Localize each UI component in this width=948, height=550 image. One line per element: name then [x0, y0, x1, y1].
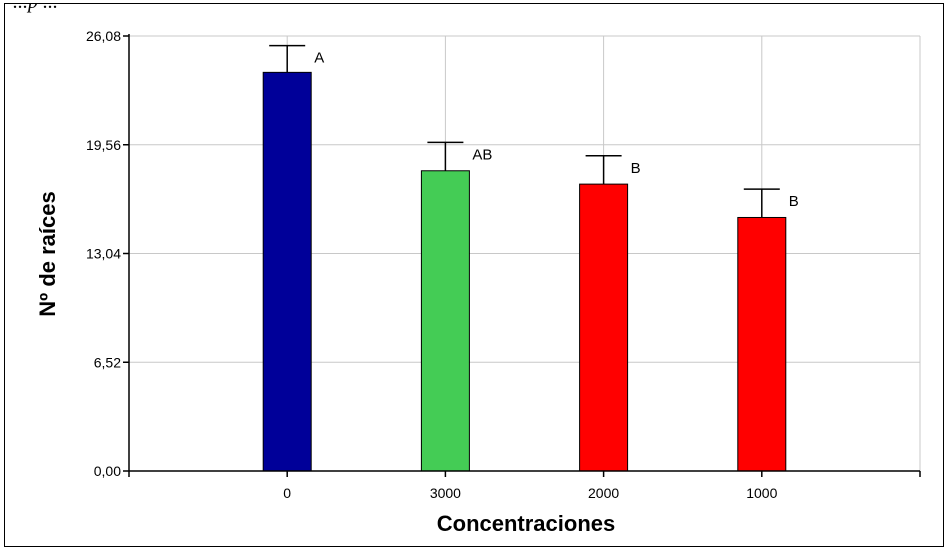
bar — [579, 183, 629, 472]
x-tick-label: 1000 — [746, 485, 777, 501]
bars — [262, 44, 787, 472]
y-tick-label: 6,52 — [94, 354, 121, 370]
grid-lines — [129, 35, 921, 472]
chart-caption: ...p ... — [13, 4, 58, 14]
data-label: A — [314, 50, 324, 67]
bar-chart: A AB B B 0,00 6,52 13,04 19,56 26,08 0 3000 2000 100… — [35, 28, 921, 536]
bar — [737, 216, 787, 472]
y-tick-label: 0,00 — [94, 463, 121, 479]
x-axis-title: Concentraciones — [437, 511, 616, 536]
data-label: B — [631, 160, 641, 177]
data-label: AB — [472, 146, 492, 163]
y-tick-label: 26,08 — [86, 28, 121, 44]
y-tick-label: 13,04 — [86, 246, 121, 262]
chart-frame: ...p ... A AB B B 0,00 6,52 13,04 19,56 26,08 0 30… — [4, 3, 944, 547]
labels: A AB B B 0,00 6,52 13,04 19,56 26,08 0 3000 2000 100… — [86, 28, 799, 501]
x-tick-label: 3000 — [430, 485, 461, 501]
data-label: B — [789, 193, 799, 210]
bar — [262, 71, 312, 472]
bar — [420, 170, 470, 472]
y-axis-title: Nº de raíces — [35, 191, 60, 316]
y-tick-label: 19,56 — [86, 137, 121, 153]
axes — [123, 34, 921, 477]
x-tick-label: 2000 — [588, 485, 619, 501]
x-tick-label: 0 — [283, 485, 291, 501]
